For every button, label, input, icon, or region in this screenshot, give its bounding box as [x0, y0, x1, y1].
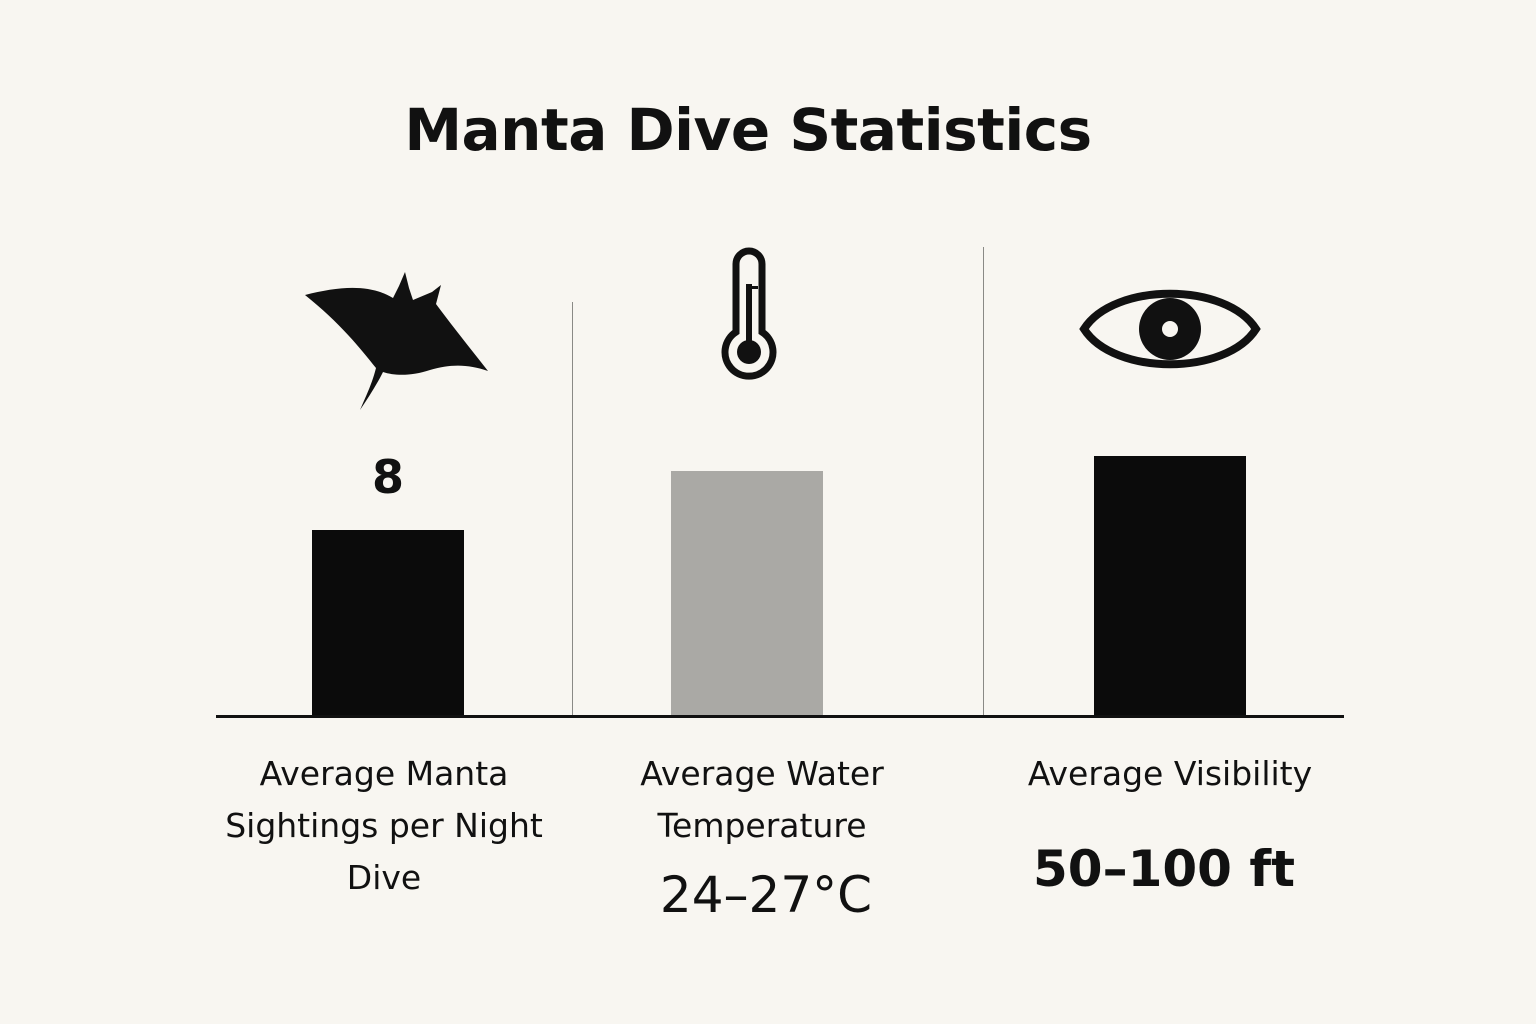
- value-label-water-temperature: 24–27°C: [659, 866, 873, 924]
- manta-ray-icon: [305, 272, 488, 410]
- x-axis-baseline: [216, 715, 1344, 718]
- eye-icon: [1079, 289, 1261, 369]
- chart-title: Manta Dive Statistics: [404, 96, 1092, 164]
- bar-manta-sightings: [312, 530, 464, 715]
- data-label-manta-sightings: 8: [371, 450, 404, 504]
- value-label-visibility: 50–100 ft: [1032, 840, 1295, 898]
- category-label-water-temperature: Average Water Temperature: [640, 754, 884, 845]
- column-divider-1: [572, 302, 573, 715]
- category-label-manta-sightings: Average Manta Sightings per Night Dive: [225, 754, 543, 897]
- bar-water-temperature: [671, 471, 823, 715]
- bar-visibility: [1094, 456, 1246, 715]
- thermometer-icon: [721, 247, 777, 380]
- column-divider-2: [983, 247, 984, 715]
- category-label-visibility: Average Visibility: [1027, 754, 1313, 793]
